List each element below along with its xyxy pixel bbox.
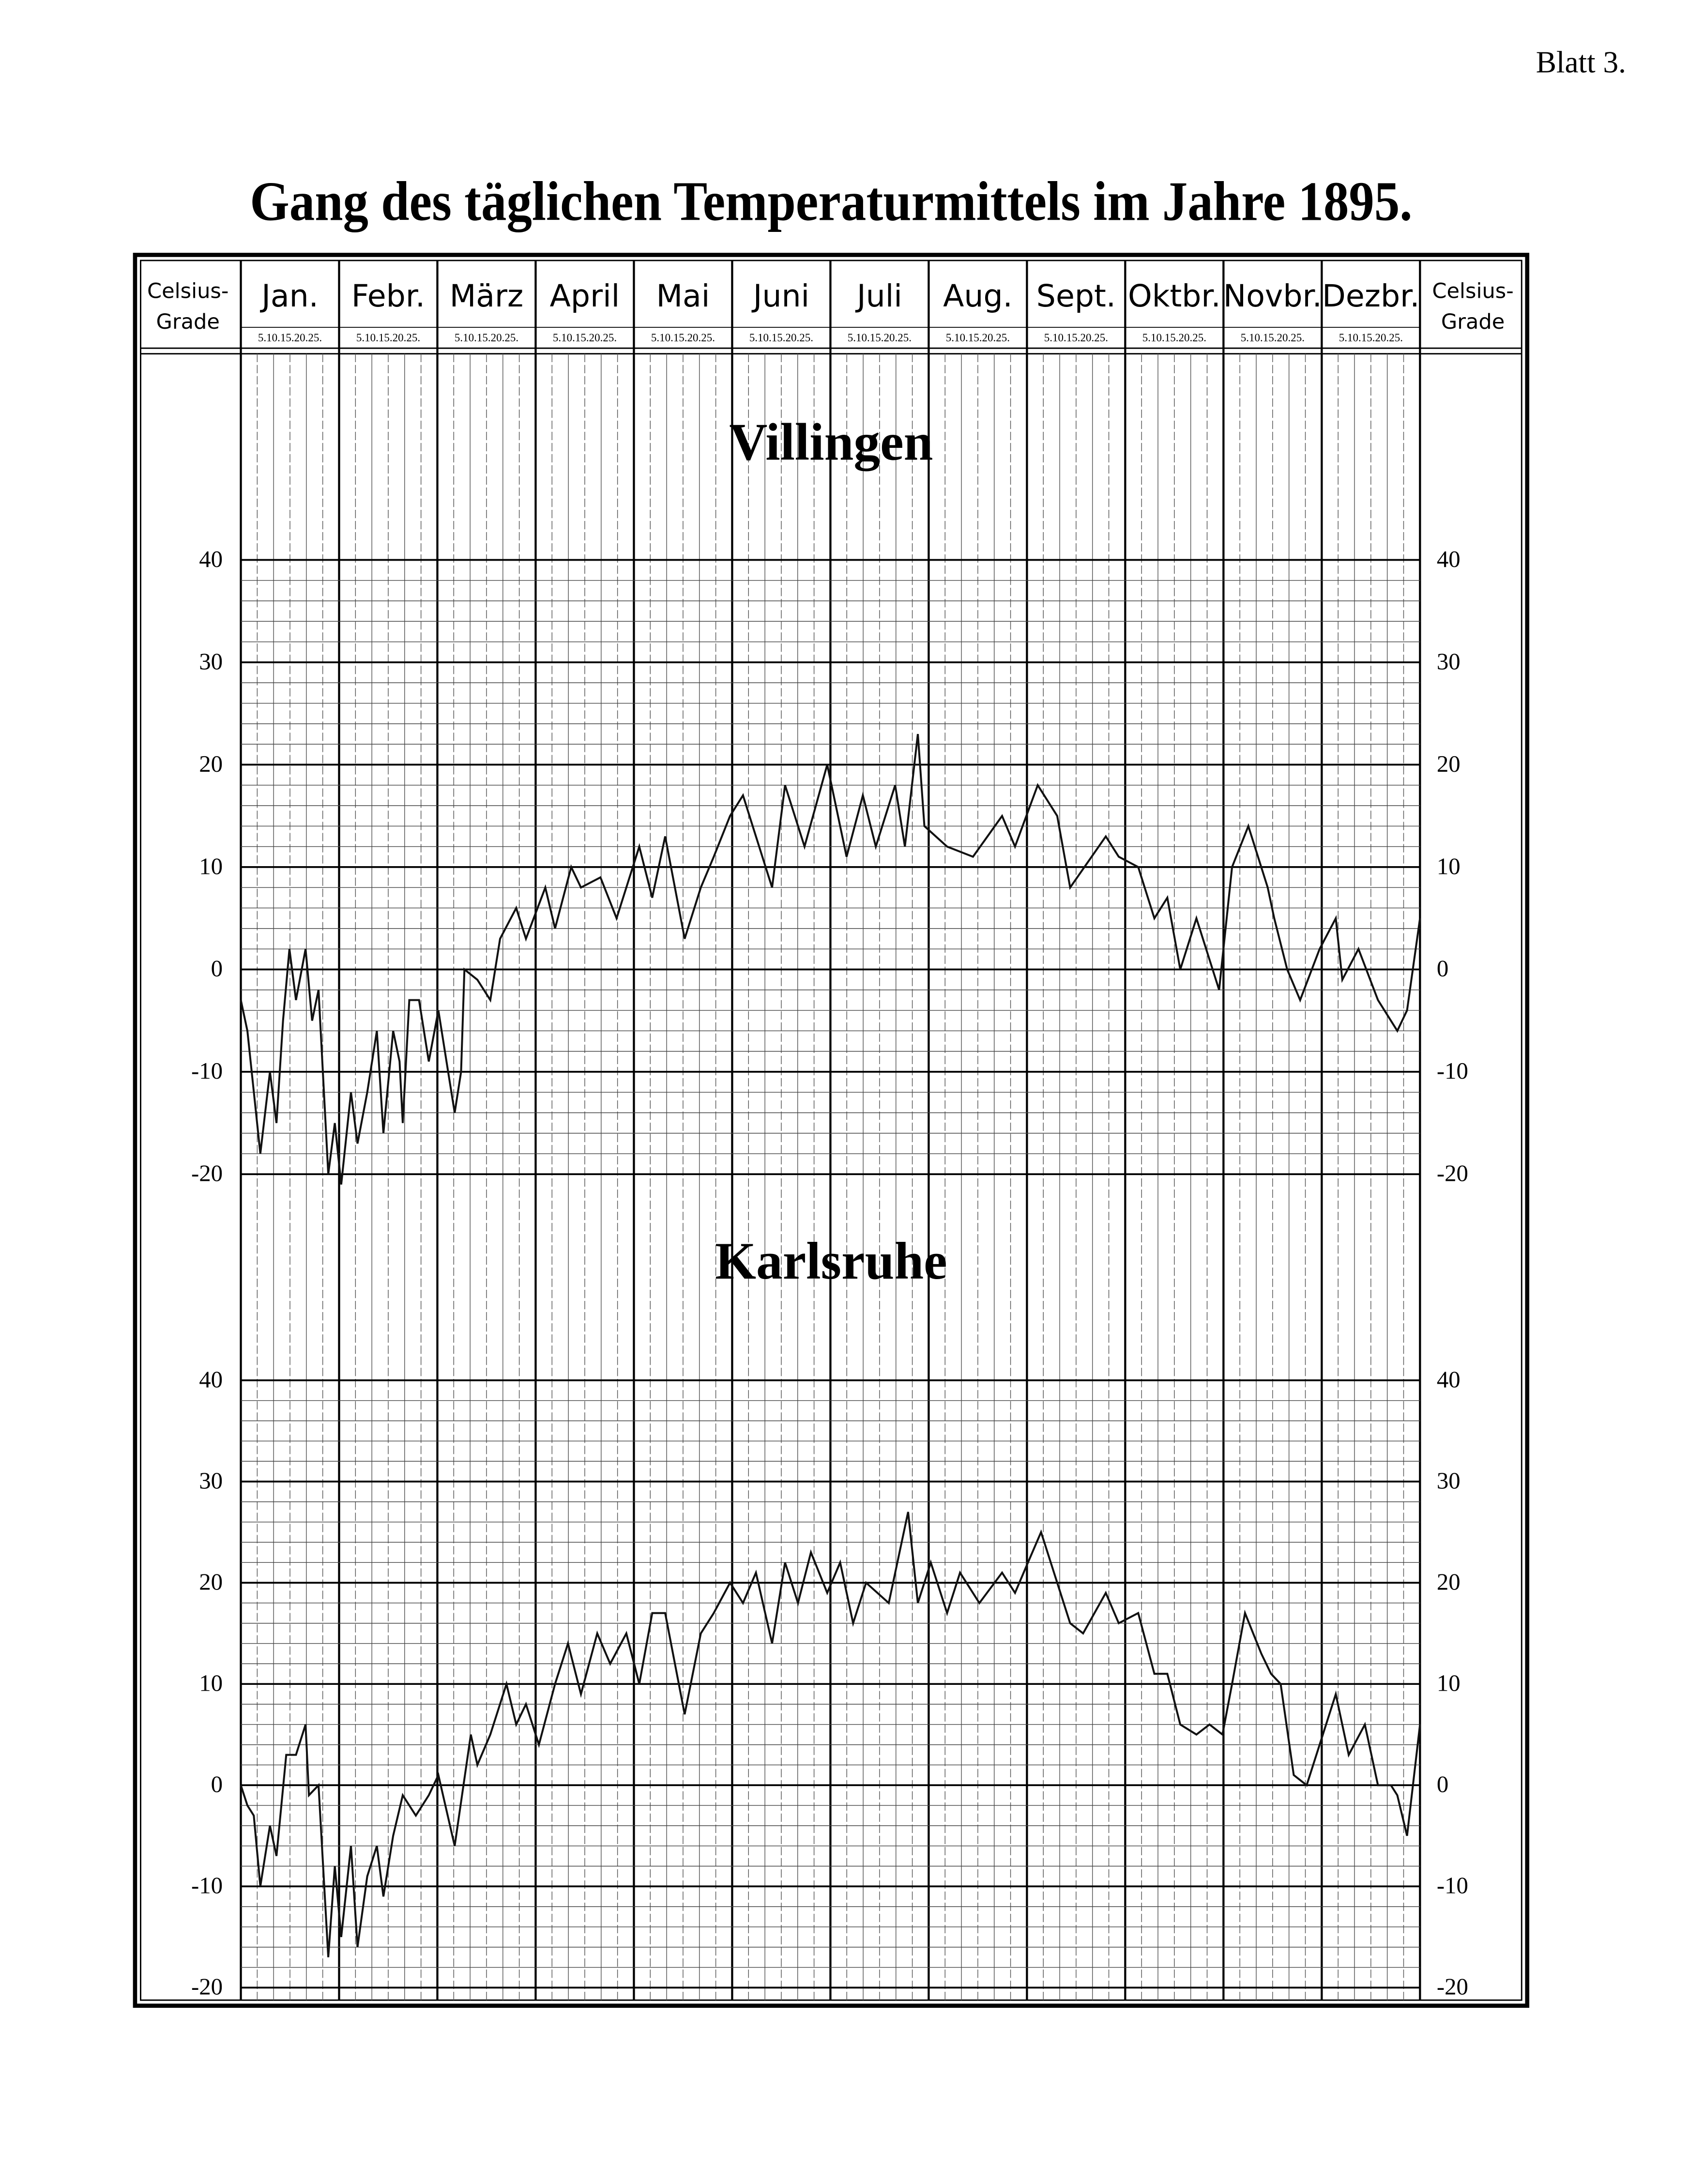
day-marks: 5.10.15.20.25. <box>1142 331 1206 344</box>
y-tick-label: 10 <box>1437 853 1461 879</box>
y-tick-label: -20 <box>191 1160 223 1187</box>
day-marks: 5.10.15.20.25. <box>455 331 518 344</box>
day-marks: 5.10.15.20.25. <box>651 331 715 344</box>
day-marks: 5.10.15.20.25. <box>356 331 420 344</box>
temperature-line <box>240 1512 1421 1957</box>
day-marks: 5.10.15.20.25. <box>1339 331 1403 344</box>
y-tick-label: 40 <box>1437 1366 1461 1392</box>
y-tick-label: 0 <box>1437 1771 1448 1798</box>
unit-label: Grade <box>1441 310 1505 334</box>
y-tick-label: 40 <box>1437 546 1461 572</box>
month-label: März <box>450 278 524 314</box>
y-tick-label: 30 <box>1437 648 1461 674</box>
month-label: Novbr. <box>1223 278 1322 314</box>
day-marks: 5.10.15.20.25. <box>749 331 813 344</box>
y-tick-label: 20 <box>199 750 223 777</box>
page-title: Gang des täglichen Temperaturmittels im … <box>250 170 1412 232</box>
month-label: April <box>550 278 620 314</box>
y-tick-label: -20 <box>1437 1973 1468 2000</box>
day-marks: 5.10.15.20.25. <box>1241 331 1305 344</box>
day-marks: 5.10.15.20.25. <box>946 331 1010 344</box>
temperature-line <box>240 733 1421 1185</box>
day-marks: 5.10.15.20.25. <box>258 331 322 344</box>
y-tick-label: 30 <box>199 648 223 674</box>
y-tick-label: 0 <box>211 1771 223 1798</box>
day-marks: 5.10.15.20.25. <box>1044 331 1108 344</box>
month-label: Jan. <box>259 278 319 314</box>
month-label: Juni <box>751 278 809 314</box>
y-tick-label: 20 <box>199 1569 223 1595</box>
y-tick-label: 30 <box>1437 1467 1461 1494</box>
y-tick-label: 40 <box>199 546 223 572</box>
y-tick-label: 20 <box>1437 1569 1461 1595</box>
unit-label: Grade <box>156 310 220 334</box>
day-marks: 5.10.15.20.25. <box>553 331 617 344</box>
panel-title: Karlsruhe <box>715 1232 947 1290</box>
panel-title: Villingen <box>729 412 933 471</box>
y-tick-label: 10 <box>199 1670 223 1696</box>
month-label: Juli <box>855 278 902 314</box>
month-label: Sept. <box>1036 278 1116 314</box>
unit-label: Celsius- <box>147 279 228 304</box>
month-label: Dezbr. <box>1322 278 1419 314</box>
month-label: Mai <box>656 278 710 314</box>
y-tick-label: -10 <box>191 1872 223 1899</box>
y-tick-label: -10 <box>1437 1057 1468 1084</box>
day-marks: 5.10.15.20.25. <box>848 331 912 344</box>
y-tick-label: -10 <box>1437 1872 1468 1899</box>
y-tick-label: 0 <box>211 955 223 982</box>
y-tick-label: -20 <box>191 1973 223 2000</box>
y-tick-label: 10 <box>1437 1670 1461 1696</box>
y-tick-label: 10 <box>199 853 223 879</box>
y-tick-label: 40 <box>199 1366 223 1392</box>
y-tick-label: -20 <box>1437 1160 1468 1187</box>
y-tick-label: 0 <box>1437 955 1448 982</box>
y-tick-label: -10 <box>191 1057 223 1084</box>
y-tick-label: 20 <box>1437 750 1461 777</box>
month-label: Aug. <box>943 278 1013 314</box>
month-label: Febr. <box>351 278 425 314</box>
unit-label: Celsius- <box>1432 279 1513 304</box>
y-tick-label: 30 <box>199 1467 223 1494</box>
outer-frame <box>133 253 1530 2008</box>
page-label: Blatt 3. <box>1536 46 1626 79</box>
month-label: Oktbr. <box>1128 278 1221 314</box>
